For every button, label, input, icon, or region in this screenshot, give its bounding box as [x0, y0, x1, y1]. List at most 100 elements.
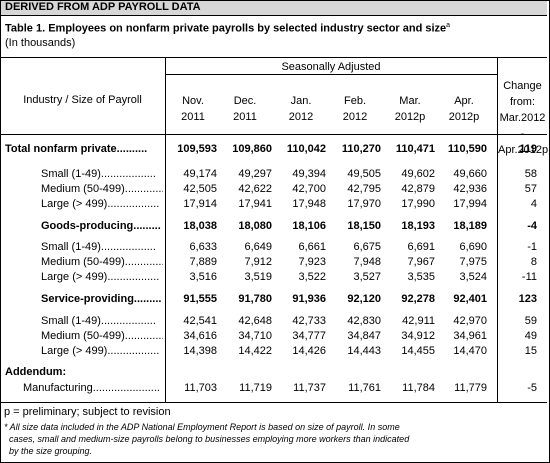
row-value: 17,948: [292, 198, 326, 210]
row-value: 34,616: [183, 330, 217, 342]
row-value: 42,911: [402, 315, 435, 327]
row-leader-dots: ..............: [124, 183, 163, 195]
table-header-rule: [1, 134, 547, 135]
row-label: Service-providing.........: [41, 293, 163, 305]
row-label: Medium (50-499)..............: [41, 330, 163, 342]
row-value: 110,590: [447, 143, 487, 155]
table-top-rule: [1, 57, 547, 58]
column-header-year: 2012: [342, 111, 368, 123]
row-value: 91,780: [238, 293, 272, 305]
row-change: 59: [524, 315, 537, 327]
row-value: 6,633: [189, 241, 217, 253]
row-value: 11,737: [293, 382, 326, 394]
row-value: 92,120: [347, 293, 381, 305]
row-value: 91,936: [292, 293, 326, 305]
row-value: 11,779: [454, 382, 487, 394]
row-leader-dots: ..........: [116, 143, 148, 155]
row-leader-dots: .................: [107, 345, 160, 357]
row-change: 49: [524, 330, 537, 342]
table-row: Service-providing......... 91,555 91,780 91…: [1, 293, 547, 308]
row-leader-dots: .................: [107, 198, 160, 210]
footnote-line: by the size grouping.: [4, 446, 93, 456]
row-leader-dots: .................: [107, 271, 160, 283]
column-header-year: 2011: [181, 111, 205, 123]
table-row: Manufacturing...................... 11,70…: [1, 382, 547, 397]
table-row: Medium (50-499).............. 42,505 42,62…: [1, 183, 547, 198]
row-value: 3,519: [244, 271, 272, 283]
table-row: Large (> 499)................. 14,398 14,4…: [1, 345, 547, 360]
row-value: 14,398: [183, 345, 217, 357]
row-value: 42,795: [347, 183, 381, 195]
row-label-text: Medium (50-499): [41, 256, 125, 268]
table-row: Small (1-49).................. 6,633 6,649…: [1, 241, 547, 256]
row-value: 34,961: [453, 330, 487, 342]
row-value: 7,912: [244, 256, 272, 268]
column-header-year: 2012p: [394, 111, 426, 123]
table-row: Small (1-49).................. 49,174 49,2…: [1, 168, 547, 183]
row-value: 3,527: [353, 271, 381, 283]
column-header-year: 2012p: [448, 111, 480, 123]
row-label-text: Large (> 499): [41, 345, 108, 357]
row-label: Manufacturing......................: [23, 382, 163, 394]
table-bottom-rule: [1, 402, 547, 403]
row-value: 34,710: [238, 330, 272, 342]
row-value: 49,297: [238, 168, 272, 180]
column-header-year: 2011: [233, 111, 257, 123]
change-header: Change from: Mar.2012 - Apr.2012p: [498, 78, 548, 158]
row-label-text: Total nonfarm private: [5, 143, 117, 155]
table-row: Total nonfarm private.......... 109,593 10…: [1, 143, 547, 158]
row-value: 18,150: [347, 220, 381, 232]
table-row: Goods-producing......... 18,038 18,080 18,1…: [1, 220, 547, 235]
row-label-text: Small (1-49): [41, 241, 101, 253]
row-change: 15: [524, 345, 537, 357]
row-value: 42,648: [238, 315, 272, 327]
table-row: Medium (50-499).............. 7,889 7,912 7…: [1, 256, 547, 271]
row-label-text: Large (> 499): [41, 198, 108, 210]
row-value: 42,733: [292, 315, 326, 327]
row-value: 18,193: [401, 220, 435, 232]
row-value: 18,189: [453, 220, 487, 232]
row-value: 3,535: [407, 271, 435, 283]
row-value: 17,970: [347, 198, 381, 210]
row-value: 109,593: [177, 143, 217, 155]
row-value: 110,270: [341, 143, 381, 155]
row-label-text: Small (1-49): [41, 168, 101, 180]
row-value: 7,967: [407, 256, 435, 268]
row-value: 18,106: [292, 220, 326, 232]
row-change: 8: [530, 256, 537, 268]
row-value: 34,777: [292, 330, 326, 342]
column-header-month: Mar.: [399, 95, 421, 107]
row-label: Large (> 499).................: [41, 198, 163, 210]
change-header-line: Change: [503, 80, 542, 92]
row-value: 42,830: [347, 315, 381, 327]
row-label-text: Addendum:: [5, 366, 67, 378]
row-value: 14,443: [347, 345, 381, 357]
row-label: Small (1-49)..................: [41, 315, 163, 327]
row-change: 57: [524, 183, 537, 195]
row-leader-dots: ..............: [124, 256, 163, 268]
column-header-month: Feb.: [343, 95, 366, 107]
row-change: -1: [527, 241, 537, 253]
row-value: 11,784: [402, 382, 435, 394]
column-header-month: Nov.: [182, 95, 204, 107]
row-label: Total nonfarm private..........: [5, 143, 163, 155]
row-value: 49,505: [347, 168, 381, 180]
column-header-year: 2012: [288, 111, 314, 123]
row-leader-dots: ......................: [92, 382, 160, 394]
row-value: 42,541: [183, 315, 217, 327]
row-value: 3,522: [298, 271, 326, 283]
row-value: 91,555: [183, 293, 217, 305]
row-value: 110,042: [286, 143, 326, 155]
column-header: Feb. 2012: [329, 93, 381, 125]
row-value: 49,394: [292, 168, 326, 180]
industry-header: Industry / Size of Payroll: [23, 94, 142, 106]
row-value: 6,649: [244, 241, 272, 253]
row-label-text: Small (1-49): [41, 315, 101, 327]
row-label: Large (> 499).................: [41, 345, 163, 357]
row-value: 18,080: [238, 220, 272, 232]
row-value: 7,923: [298, 256, 326, 268]
row-value: 11,719: [239, 382, 272, 394]
table-row: Addendum:: [1, 366, 547, 381]
row-change: 123: [518, 293, 537, 305]
column-header: Mar. 2012p: [384, 93, 436, 125]
